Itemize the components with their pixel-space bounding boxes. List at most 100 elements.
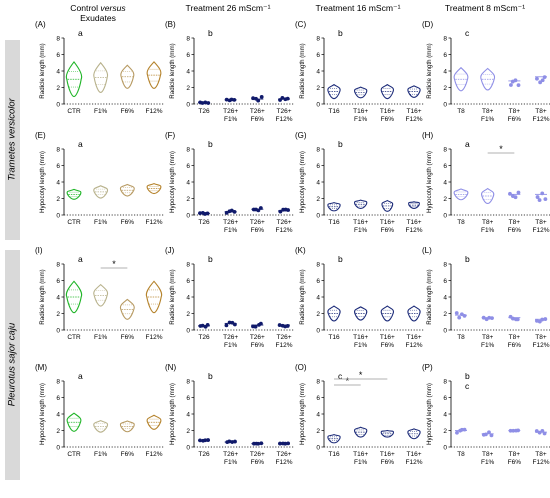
significance-letter: c bbox=[465, 381, 470, 391]
x-tick-label: F1% bbox=[481, 342, 495, 349]
x-tick-label: T26 bbox=[198, 451, 210, 458]
y-axis-label: Radicle length (mm) bbox=[169, 43, 176, 98]
y-tick-label: 0 bbox=[186, 101, 190, 108]
x-tick-label: F1% bbox=[224, 459, 238, 466]
y-axis-label: Hypocotyl length (mm) bbox=[39, 383, 46, 445]
x-tick-label: F1% bbox=[94, 108, 108, 115]
panel-tag: (D) bbox=[422, 20, 433, 29]
y-tick-label: 4 bbox=[186, 294, 190, 301]
y-tick-label: 2 bbox=[56, 311, 60, 318]
y-tick-label: 4 bbox=[56, 68, 60, 75]
y-tick-label: 6 bbox=[56, 52, 60, 59]
panel-tag: (I) bbox=[35, 246, 43, 255]
y-tick-label: 4 bbox=[443, 294, 447, 301]
data-point bbox=[535, 76, 539, 81]
significance-letter: a bbox=[78, 28, 83, 38]
x-tick-label: F6% bbox=[121, 219, 135, 226]
x-tick-label: F12% bbox=[276, 116, 293, 123]
significance-letter: b bbox=[208, 371, 213, 381]
x-tick-label: T26+ bbox=[250, 334, 265, 341]
y-tick-label: 4 bbox=[186, 411, 190, 418]
y-tick-label: 0 bbox=[56, 327, 60, 334]
y-tick-label: 8 bbox=[186, 146, 190, 153]
violin-0 bbox=[66, 188, 82, 200]
header-control-sub: Exudates bbox=[80, 13, 116, 23]
data-point bbox=[515, 317, 520, 322]
x-tick-label: F12% bbox=[406, 227, 423, 234]
y-tick-label: 0 bbox=[316, 101, 320, 108]
x-tick-label: F12% bbox=[533, 459, 550, 466]
x-tick-label: F12% bbox=[146, 334, 163, 341]
x-tick-label: F6% bbox=[251, 342, 265, 349]
x-tick-label: F6% bbox=[508, 116, 522, 123]
panel-tag: (H) bbox=[422, 131, 433, 140]
significance-letter: b bbox=[338, 28, 343, 38]
violin-3 bbox=[407, 305, 421, 322]
violin-3 bbox=[407, 428, 421, 440]
x-tick-label: T26+ bbox=[277, 334, 292, 341]
x-tick-label: F12% bbox=[146, 451, 163, 458]
y-tick-label: 8 bbox=[316, 146, 320, 153]
x-tick-label: F1% bbox=[354, 116, 368, 123]
x-tick-label: T16+ bbox=[407, 219, 422, 226]
panel-tag: (E) bbox=[35, 131, 46, 140]
x-tick-label: F1% bbox=[94, 334, 108, 341]
y-tick-label: 0 bbox=[186, 444, 190, 451]
x-tick-label: T16+ bbox=[380, 334, 395, 341]
x-tick-label: F6% bbox=[121, 451, 135, 458]
y-tick-label: 4 bbox=[56, 294, 60, 301]
violin-1 bbox=[480, 67, 496, 91]
x-tick-label: T26 bbox=[198, 108, 210, 115]
y-axis-label: Hypocotyl length (mm) bbox=[299, 151, 306, 213]
y-axis-label: Radicle length (mm) bbox=[169, 269, 176, 324]
violin-3 bbox=[408, 201, 420, 209]
violin-2 bbox=[380, 305, 394, 322]
violin-1 bbox=[354, 426, 368, 438]
violin-0 bbox=[65, 280, 83, 314]
y-axis-label: Hypocotyl length (mm) bbox=[426, 151, 433, 213]
row-band-pleurotus bbox=[5, 250, 20, 480]
significance-star: * bbox=[112, 259, 116, 269]
y-tick-label: 2 bbox=[56, 428, 60, 435]
panel-tag: (K) bbox=[295, 246, 306, 255]
x-tick-label: F1% bbox=[354, 227, 368, 234]
x-tick-label: F12% bbox=[276, 459, 293, 466]
violin-0 bbox=[453, 66, 469, 92]
panel-tag: (O) bbox=[295, 363, 307, 372]
x-tick-label: T16+ bbox=[353, 219, 368, 226]
violin-2 bbox=[381, 199, 394, 212]
y-tick-label: 4 bbox=[186, 68, 190, 75]
y-tick-label: 4 bbox=[316, 179, 320, 186]
x-tick-label: T8+ bbox=[535, 451, 547, 458]
y-tick-label: 8 bbox=[186, 35, 190, 42]
data-point bbox=[259, 94, 264, 99]
y-tick-label: 6 bbox=[443, 395, 447, 402]
data-point bbox=[286, 208, 290, 212]
data-point bbox=[462, 313, 467, 318]
x-tick-label: F1% bbox=[94, 219, 108, 226]
panel-tag: (G) bbox=[295, 131, 307, 140]
y-tick-label: 6 bbox=[56, 163, 60, 170]
data-point bbox=[543, 197, 548, 202]
significance-letter: b bbox=[208, 139, 213, 149]
violin-2 bbox=[380, 83, 394, 100]
violin-1 bbox=[93, 61, 109, 94]
significance-star: * bbox=[499, 144, 503, 154]
x-tick-label: T8+ bbox=[509, 108, 521, 115]
y-tick-label: 4 bbox=[56, 179, 60, 186]
data-point bbox=[233, 439, 237, 444]
x-tick-label: F1% bbox=[94, 451, 108, 458]
violin-0 bbox=[327, 83, 341, 100]
y-tick-label: 6 bbox=[443, 52, 447, 59]
x-tick-label: T8 bbox=[457, 334, 465, 341]
significance-star: * bbox=[346, 376, 350, 386]
x-tick-label: F6% bbox=[251, 116, 265, 123]
panel-m: (M) a 0 2 4 6 8 Hypocotyl length (mm) CTR F1% F6% F… bbox=[35, 363, 164, 458]
violin-1 bbox=[93, 185, 109, 199]
x-tick-label: T8 bbox=[457, 108, 465, 115]
violin-0 bbox=[327, 434, 341, 444]
